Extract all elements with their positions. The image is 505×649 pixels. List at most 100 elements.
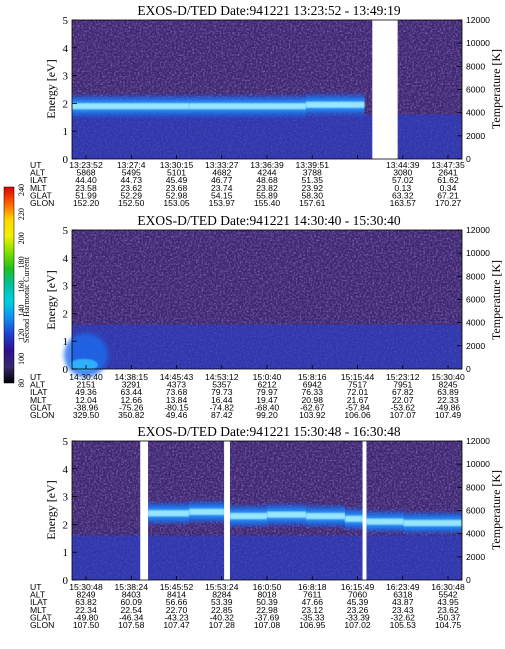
y-tick-label: 3 (63, 71, 69, 83)
colorbar-tick-label: 140 (17, 304, 26, 316)
orbit-cell: 13:27:4 (117, 160, 146, 170)
orbit-cell: 5868 (76, 168, 95, 178)
orbit-cell: 57.02 (392, 175, 414, 185)
orbit-cell: 49.46 (166, 410, 188, 420)
orbit-row-label: MLT (30, 183, 47, 193)
orbit-cell: -80.15 (164, 402, 189, 412)
orbit-cell: 16:23:49 (386, 582, 420, 592)
orbit-cell: 155.40 (254, 198, 281, 208)
orbit-row-label: UT (30, 582, 42, 592)
orbit-cell: -33.39 (345, 612, 370, 622)
orbit-cell: 106.95 (299, 620, 326, 630)
orbit-cell: 21.67 (347, 395, 369, 405)
orbit-cell: 153.97 (209, 198, 236, 208)
panel-3-y2label: Temperature [K] (489, 470, 503, 550)
orbit-cell: 15:23:12 (386, 372, 420, 382)
orbit-cell: 45.49 (166, 175, 188, 185)
orbit-cell: -74.82 (210, 402, 235, 412)
y2-tick-label: 0 (466, 575, 471, 585)
orbit-cell: 23.43 (392, 605, 414, 615)
orbit-cell: 47.66 (301, 597, 323, 607)
y2-tick-label: 2000 (466, 552, 485, 562)
orbit-cell: 15:30:40 (431, 372, 465, 382)
orbit-cell: -62.67 (300, 402, 325, 412)
orbit-cell: 8284 (212, 590, 231, 600)
orbit-cell: 61.62 (437, 175, 459, 185)
y2-tick-label: 4000 (466, 318, 485, 328)
orbit-cell: 19.47 (256, 395, 278, 405)
energy-band-core (306, 101, 365, 108)
y2-tick-label: 6000 (466, 506, 485, 516)
y-tick-label: 2 (63, 98, 69, 110)
orbit-cell: 163.57 (390, 198, 417, 208)
orbit-row-label: ALT (30, 380, 46, 390)
panel-1: EXOS-D/TED Date:941221 13:23:52 - 13:49:… (30, 3, 503, 208)
orbit-cell: 67.21 (437, 190, 459, 200)
orbit-cell: 50.39 (256, 597, 278, 607)
y-tick-label: 2 (63, 519, 69, 531)
orbit-cell: 7951 (393, 380, 412, 390)
orbit-cell: 23.92 (301, 183, 323, 193)
colorbar-tick-label: 120 (17, 329, 26, 341)
orbit-row-label: ALT (30, 168, 46, 178)
low-energy-fill (72, 114, 462, 159)
orbit-cell: 20.98 (301, 395, 323, 405)
orbit-cell: -53.62 (391, 402, 416, 412)
orbit-cell: 5101 (167, 168, 186, 178)
y-tick-label: 0 (63, 364, 69, 376)
orbit-cell: 15:8:16 (298, 372, 327, 382)
panel-3-plot: 0 1 2 3 4 5 0 2000 4000 6000 8000 10000 12000 (63, 436, 491, 587)
orbit-cell: 16:30:48 (431, 582, 465, 592)
colorbar-tick-label: 220 (17, 208, 26, 220)
orbit-cell: 67.82 (392, 387, 414, 397)
orbit-cell: 23.74 (211, 183, 233, 193)
orbit-cell: 23.68 (166, 183, 188, 193)
orbit-cell: 2151 (76, 380, 95, 390)
orbit-cell: 3788 (303, 168, 322, 178)
orbit-cell: 6942 (303, 380, 322, 390)
y-tick-label: 5 (63, 225, 69, 237)
orbit-cell: 52.98 (166, 190, 188, 200)
colorbar-label: Second Harmonic Current (22, 256, 31, 343)
y2-tick-label: 12000 (466, 436, 490, 446)
panel-1-y2label: Temperature [K] (489, 49, 503, 129)
orbit-cell: -40.32 (210, 612, 235, 622)
orbit-cell: 5542 (438, 590, 457, 600)
panel-1-orbit-table: UTALTILATMLTGLATGLON13:23:52586844.4023.… (30, 160, 465, 208)
low-energy-fill (72, 535, 462, 580)
orbit-cell: -43.23 (164, 612, 189, 622)
orbit-cell: 3291 (122, 380, 141, 390)
orbit-cell: 107.07 (390, 410, 417, 420)
orbit-row-label: GLAT (30, 612, 53, 622)
orbit-cell: -49.86 (436, 402, 461, 412)
orbit-cell: 153.05 (163, 198, 190, 208)
orbit-cell: 14:53:12 (205, 372, 239, 382)
orbit-cell: 107.49 (435, 410, 462, 420)
orbit-cell: 22.54 (120, 605, 142, 615)
orbit-cell: 107.28 (209, 620, 236, 630)
panel-1-title: EXOS-D/TED Date:941221 13:23:52 - 13:49:… (137, 3, 400, 18)
orbit-cell: 15:38:24 (115, 582, 149, 592)
y2-tick-label: 8000 (466, 271, 485, 281)
orbit-row-label: GLAT (30, 190, 53, 200)
orbit-cell: 5495 (122, 168, 141, 178)
energy-band-core (366, 518, 404, 525)
orbit-cell: 14:45:43 (160, 372, 194, 382)
colorbar-tick-label: 180 (17, 256, 26, 268)
orbit-cell: 43.87 (392, 597, 414, 607)
orbit-cell: 87.42 (211, 410, 233, 420)
orbit-cell: 45.39 (347, 597, 369, 607)
orbit-cell: 6318 (393, 590, 412, 600)
y2-tick-label: 4000 (466, 108, 485, 118)
orbit-cell: 22.34 (75, 605, 97, 615)
orbit-cell: 63.82 (75, 597, 97, 607)
panel-3-orbit-table: UTALTILATMLTGLATGLON15:30:48824963.8222.… (30, 582, 465, 630)
orbit-row-label: ALT (30, 590, 46, 600)
orbit-row-label: ILAT (30, 387, 48, 397)
orbit-cell: -75.26 (119, 402, 144, 412)
orbit-cell: 107.47 (163, 620, 190, 630)
orbit-cell: 22.85 (211, 605, 233, 615)
orbit-cell: 13:44:39 (386, 160, 420, 170)
orbit-cell: 14:38:15 (115, 372, 149, 382)
orbit-cell: 2641 (438, 168, 457, 178)
